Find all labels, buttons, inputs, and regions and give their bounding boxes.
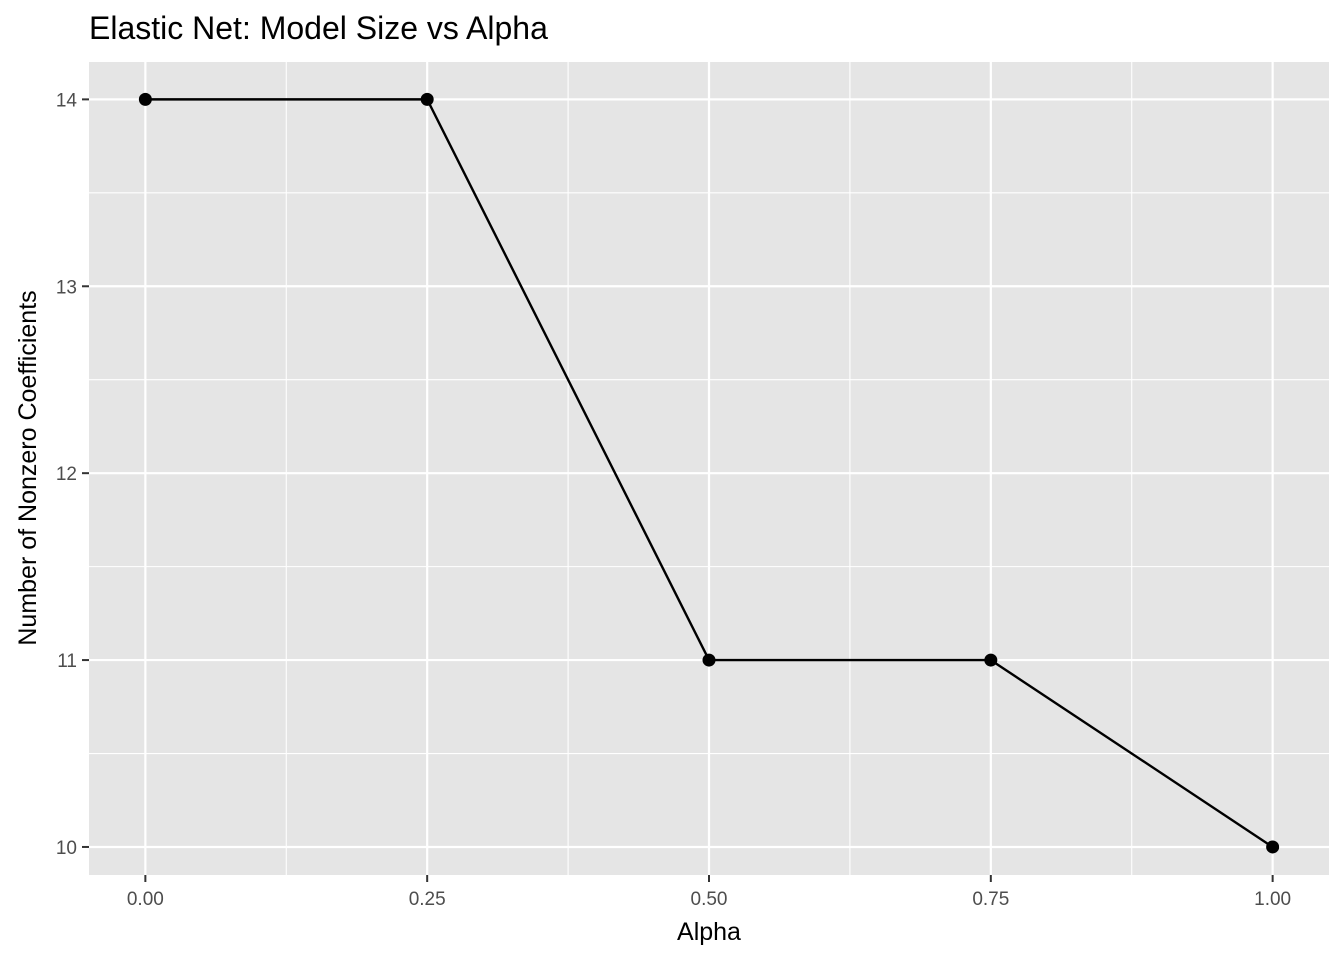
y-tick-label: 11 [57, 651, 77, 672]
y-tick-label: 12 [56, 464, 77, 485]
x-tick-label: 0.75 [972, 889, 1009, 910]
y-tick-label: 14 [56, 90, 78, 111]
data-point [702, 653, 716, 667]
x-tick-label: 1.00 [1254, 889, 1291, 910]
data-point [138, 92, 152, 106]
y-axis: 10 11 12 13 14 [56, 90, 89, 859]
data-point [984, 653, 998, 667]
x-axis: 0.00 0.25 0.50 0.75 1.00 [127, 875, 1291, 910]
y-tick-label: 10 [56, 838, 77, 859]
data-point [1266, 840, 1280, 854]
x-axis-title: Alpha [677, 918, 741, 946]
chart-title: Elastic Net: Model Size vs Alpha [89, 10, 548, 46]
y-tick-label: 13 [56, 277, 77, 298]
x-tick-label: 0.25 [409, 889, 446, 910]
data-point [420, 92, 434, 106]
y-axis-title: Number of Nonzero Coefficients [14, 290, 42, 645]
x-tick-label: 0.50 [691, 889, 728, 910]
series [138, 92, 1280, 854]
x-tick-label: 0.00 [127, 889, 164, 910]
